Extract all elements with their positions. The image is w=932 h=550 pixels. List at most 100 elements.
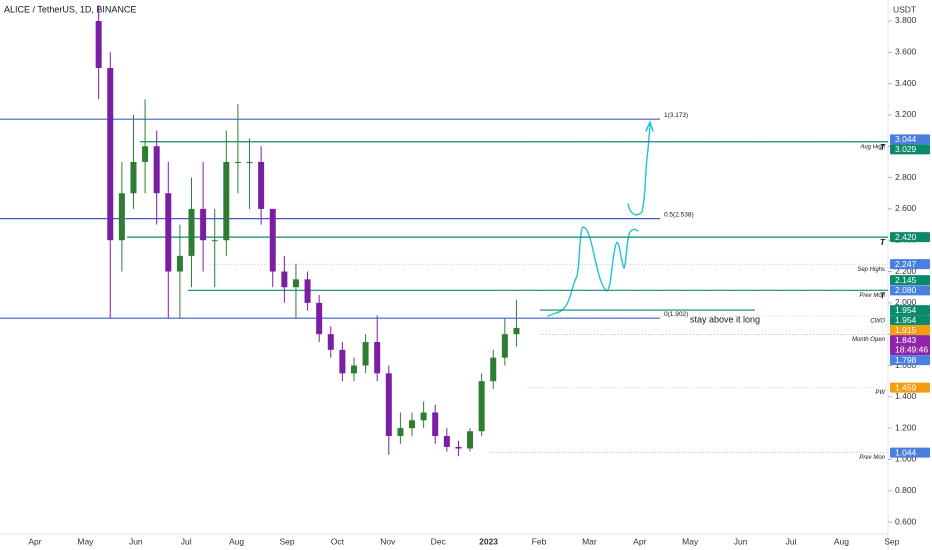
key-level-label: Prev Mon xyxy=(859,455,885,461)
candle-body xyxy=(269,208,276,272)
price-box-label: 2.420 xyxy=(895,232,917,242)
level-marker: T xyxy=(880,238,886,247)
price-unit: USDT xyxy=(893,4,916,14)
price-box-label: 1.843 xyxy=(895,335,917,345)
price-box xyxy=(890,315,930,326)
key-level-label: Month Open xyxy=(852,337,886,343)
chart-title: ALICE / TetherUS, 1D, BINANCE xyxy=(4,4,136,14)
x-tick-label: Jul xyxy=(786,536,797,546)
candle-body xyxy=(281,271,288,288)
candle-body xyxy=(118,193,125,241)
fib-label: 0(1.902) xyxy=(664,311,688,318)
y-tick-label: 3.600 xyxy=(895,47,917,57)
candle-body xyxy=(258,161,265,209)
y-tick-label: 0.600 xyxy=(895,516,917,526)
x-tick-label: Aug xyxy=(229,536,244,546)
price-box-label: 1.954 xyxy=(895,315,917,325)
price-box xyxy=(890,325,930,336)
countdown: 18:49:46 xyxy=(895,344,928,354)
key-level-label: Sep Highs xyxy=(857,267,885,273)
candle-body xyxy=(130,161,137,194)
x-tick-label: Jun xyxy=(129,536,143,546)
candle-body xyxy=(362,342,369,366)
level-marker: T xyxy=(880,143,886,152)
level-marker: T xyxy=(880,291,886,300)
y-tick-label: 2.800 xyxy=(895,172,917,182)
candle-body xyxy=(432,412,439,436)
x-tick-label: Oct xyxy=(331,536,345,546)
price-box xyxy=(890,232,930,243)
price-box-label: 1.954 xyxy=(895,305,917,315)
x-tick-label: Feb xyxy=(532,536,547,546)
candle-body xyxy=(316,302,323,335)
price-box xyxy=(890,144,930,155)
candle-body xyxy=(478,381,485,432)
fib-label: 1(3.173) xyxy=(664,112,688,119)
key-level-label: Aug High xyxy=(859,144,885,150)
price-box xyxy=(890,305,930,316)
price-box xyxy=(890,275,930,286)
y-tick-label: 3.200 xyxy=(895,109,917,119)
projection-arrow xyxy=(645,120,654,132)
price-box xyxy=(890,259,930,270)
price-box xyxy=(890,134,930,145)
price-box-label: 1.044 xyxy=(895,447,917,457)
price-box-label: 1.915 xyxy=(895,325,917,335)
price-box-label: 2.247 xyxy=(895,259,917,269)
x-tick-label: Nov xyxy=(380,536,396,546)
price-box-label: 2.145 xyxy=(895,275,917,285)
x-tick-label: May xyxy=(77,536,94,546)
x-tick-label: May xyxy=(682,536,699,546)
projection-path xyxy=(627,123,651,216)
x-tick-label: Dec xyxy=(431,536,447,546)
price-box-label: 3.044 xyxy=(895,134,917,144)
candle-body xyxy=(153,146,160,194)
price-box-label: 1.459 xyxy=(895,382,917,392)
y-tick-label: 2.200 xyxy=(895,266,917,276)
candle-body xyxy=(223,161,230,241)
y-tick-label: 2.000 xyxy=(895,297,917,307)
x-tick-label: Aug xyxy=(834,536,849,546)
y-tick-label: 3.400 xyxy=(895,78,917,88)
y-tick-label: 1.200 xyxy=(895,422,917,432)
x-tick-label: Jun xyxy=(734,536,748,546)
candle-body xyxy=(420,412,427,421)
candle-body xyxy=(374,342,381,374)
price-box xyxy=(890,335,930,356)
candle-body xyxy=(211,240,218,242)
candle-body xyxy=(188,208,195,256)
key-level-label: CWO xyxy=(870,319,885,325)
y-tick-label: 1.000 xyxy=(895,454,917,464)
drawn-projection xyxy=(547,120,654,317)
candle-body xyxy=(350,365,357,374)
price-box xyxy=(890,447,930,458)
price-box-label: 1.798 xyxy=(895,355,917,365)
key-level-label: Prev Mon xyxy=(859,293,885,299)
candle-body xyxy=(142,146,149,162)
price-box-label: 3.029 xyxy=(895,144,917,154)
candle-body xyxy=(327,334,334,350)
price-box-label: 2.080 xyxy=(895,285,917,295)
candle-body xyxy=(501,334,508,358)
y-tick-label: 3.800 xyxy=(895,15,917,25)
candle-body xyxy=(385,373,392,436)
x-tick-label: Apr xyxy=(28,536,41,546)
candle-body xyxy=(246,161,253,163)
candle-body xyxy=(455,446,462,449)
y-tick-label: 2.600 xyxy=(895,203,917,213)
x-tick-label: Jul xyxy=(181,536,192,546)
price-box xyxy=(890,285,930,296)
candle-body xyxy=(292,279,299,288)
candle-body xyxy=(409,420,416,429)
fib-label: 0.5(2.538) xyxy=(664,211,694,218)
y-tick-label: 0.800 xyxy=(895,485,917,495)
x-tick-label: Mar xyxy=(582,536,597,546)
candle-body xyxy=(304,279,311,303)
projection-path xyxy=(547,226,639,317)
annotation: stay above it long xyxy=(690,314,760,324)
price-box xyxy=(890,382,930,393)
candle-body xyxy=(176,255,183,272)
candle-body xyxy=(513,327,520,335)
